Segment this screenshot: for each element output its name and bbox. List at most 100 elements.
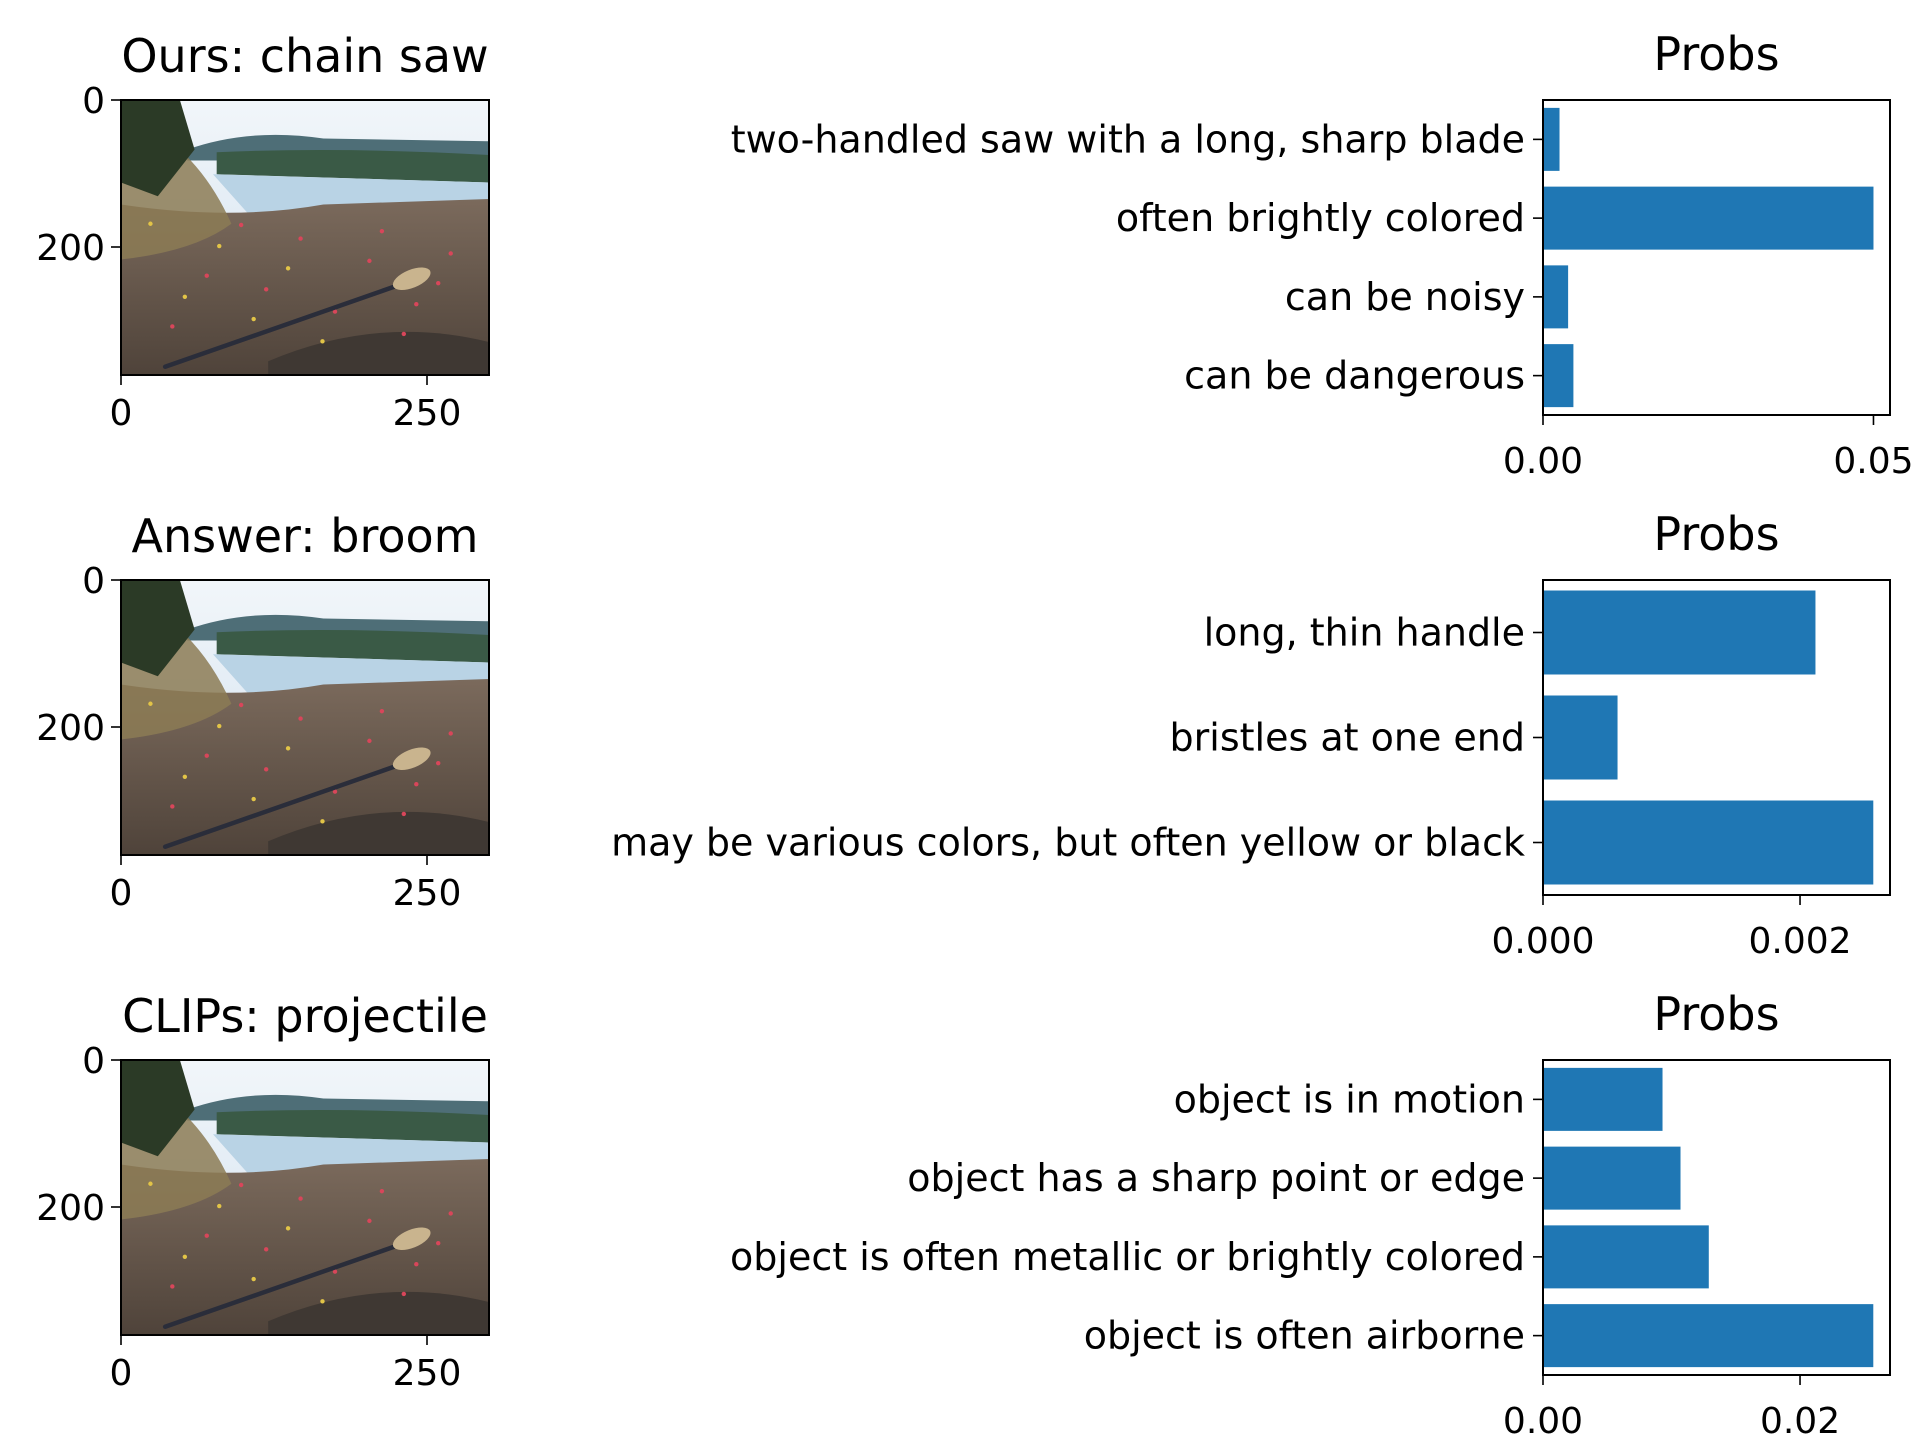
category-label: can be noisy (1285, 275, 1525, 319)
photo-petal (414, 301, 419, 307)
photo-petal (170, 804, 175, 809)
bar-chart-panel: Probs long, thin handle bristles at one en… (611, 507, 1891, 962)
y-tick-label: 0 (82, 1041, 105, 1082)
x-tick-label: 0 (110, 393, 133, 434)
category-label: bristles at one end (1170, 716, 1525, 760)
photo-petal (298, 1196, 303, 1201)
photo-petal (204, 273, 209, 278)
photo-petal (251, 316, 256, 322)
photo-petal (217, 723, 222, 729)
photo-petal (148, 701, 153, 706)
bar (1543, 107, 1560, 171)
photo-ground (121, 1159, 489, 1335)
photo-petal (332, 789, 338, 794)
photo-petal (320, 339, 325, 344)
photo-petal (401, 331, 407, 337)
photo-petal (448, 1211, 453, 1216)
photo-petal (401, 1291, 407, 1297)
photo-broom-handle (162, 764, 396, 849)
photo-petal (170, 1284, 175, 1289)
bar (1543, 800, 1874, 885)
photo-petal (298, 716, 303, 721)
x-tick-label: 0.02 (1760, 1401, 1840, 1440)
photo-petal (332, 309, 338, 314)
category-label: object is often airborne (1084, 1314, 1525, 1358)
x-tick-label: 0 (110, 873, 133, 914)
photo-petal (285, 746, 291, 751)
bar-chart-panel: Probs two-handled saw with a long, sharp … (731, 27, 1914, 482)
photo-petal (251, 1276, 256, 1282)
y-tick-label: 0 (82, 561, 105, 602)
panel-title: Answer: broom (132, 509, 479, 563)
photo-ground (121, 679, 489, 855)
photo-petal (238, 702, 244, 708)
plot-frame (1542, 1059, 1891, 1376)
x-tick-label: 250 (393, 1353, 462, 1394)
photo-petal (436, 1240, 441, 1246)
bar (1543, 695, 1618, 780)
photo-petal (238, 222, 244, 228)
photo-petal (379, 228, 385, 234)
x-tick-label: 250 (393, 873, 462, 914)
photo-petal (298, 236, 303, 241)
photo-petal (182, 294, 188, 299)
photo-petal (217, 1203, 222, 1209)
photo-petal (148, 221, 153, 226)
plot-frame (1542, 579, 1891, 896)
bar (1543, 1225, 1709, 1289)
category-label: object is often metallic or brightly col… (730, 1235, 1525, 1279)
bar (1543, 1304, 1874, 1368)
photo-petal (367, 738, 372, 744)
y-tick-label: 200 (36, 228, 105, 269)
photo-petal (448, 731, 453, 736)
plot-frame (1542, 99, 1891, 416)
photo-tree-line (216, 630, 489, 663)
photo-tree (121, 100, 195, 197)
category-label: two-handled saw with a long, sharp blade (731, 117, 1525, 161)
category-label: often brightly colored (1116, 196, 1525, 240)
bar-chart-panel: Probs object is in motion object has a sha… (730, 987, 1891, 1440)
bar (1543, 590, 1816, 675)
x-tick-label: 0.05 (1833, 441, 1913, 482)
panel-title: Probs (1653, 27, 1779, 81)
photo-petal (251, 796, 256, 802)
bar (1543, 1146, 1681, 1210)
photo-image (121, 580, 489, 855)
photo-petal (148, 1181, 153, 1186)
photo-petal (238, 1182, 244, 1188)
photo-petal (332, 1269, 338, 1274)
category-label: can be dangerous (1184, 354, 1525, 398)
x-tick-label: 0.00 (1503, 1401, 1583, 1440)
photo-petal (379, 1188, 385, 1194)
image-frame (120, 579, 490, 856)
photo-petal (263, 767, 269, 772)
y-tick-label: 0 (82, 81, 105, 122)
photo-tree-line (216, 150, 489, 183)
photo-image (121, 100, 489, 375)
photo-petal (320, 819, 325, 824)
panel-title: Probs (1653, 507, 1779, 561)
photo-broom-bristles (392, 747, 431, 770)
photo-petal (285, 266, 291, 271)
panel-title: Ours: chain saw (121, 29, 488, 83)
panel-title: CLIPs: projectile (122, 989, 488, 1043)
category-label: may be various colors, but often yellow … (611, 821, 1525, 865)
photo-ground (121, 199, 489, 375)
photo-broom-bristles (392, 267, 431, 290)
panel-title: Probs (1653, 987, 1779, 1041)
x-tick-label: 0 (110, 1353, 133, 1394)
photo-broom-handle (162, 284, 396, 369)
photo-petal (414, 781, 419, 787)
photo-tree-line (216, 1110, 489, 1143)
photo-petal (285, 1226, 291, 1231)
photo-petal (320, 1299, 325, 1304)
y-tick-label: 200 (36, 1188, 105, 1229)
bar (1543, 1067, 1663, 1131)
x-tick-label: 0.00 (1503, 441, 1583, 482)
photo-petal (436, 760, 441, 766)
photo-petal (182, 774, 188, 779)
photo-tree (121, 580, 195, 677)
photo-petal (436, 280, 441, 286)
category-label: object has a sharp point or edge (907, 1156, 1525, 1200)
